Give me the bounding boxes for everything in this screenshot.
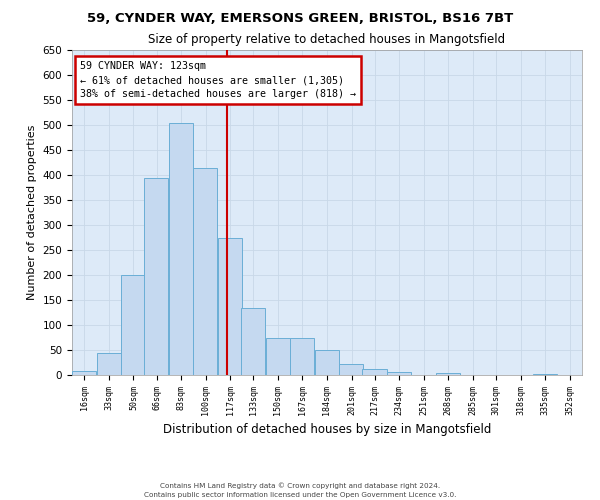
Text: Contains HM Land Registry data © Crown copyright and database right 2024.
Contai: Contains HM Land Registry data © Crown c… bbox=[144, 482, 456, 498]
Bar bbox=[241, 308, 265, 375]
Bar bbox=[290, 338, 314, 375]
Bar bbox=[387, 372, 411, 375]
Bar bbox=[169, 122, 193, 375]
X-axis label: Distribution of detached houses by size in Mangotsfield: Distribution of detached houses by size … bbox=[163, 423, 491, 436]
Bar bbox=[72, 371, 96, 375]
Bar bbox=[193, 168, 217, 375]
Bar bbox=[218, 238, 242, 375]
Text: 59 CYNDER WAY: 123sqm
← 61% of detached houses are smaller (1,305)
38% of semi-d: 59 CYNDER WAY: 123sqm ← 61% of detached … bbox=[80, 62, 356, 100]
Title: Size of property relative to detached houses in Mangotsfield: Size of property relative to detached ho… bbox=[148, 33, 506, 46]
Bar bbox=[266, 338, 290, 375]
Bar bbox=[362, 369, 386, 375]
Bar bbox=[121, 275, 145, 375]
Bar bbox=[436, 372, 460, 375]
Y-axis label: Number of detached properties: Number of detached properties bbox=[27, 125, 37, 300]
Bar bbox=[97, 352, 121, 375]
Bar bbox=[533, 374, 557, 375]
Text: 59, CYNDER WAY, EMERSONS GREEN, BRISTOL, BS16 7BT: 59, CYNDER WAY, EMERSONS GREEN, BRISTOL,… bbox=[87, 12, 513, 26]
Bar bbox=[339, 364, 364, 375]
Bar bbox=[144, 178, 169, 375]
Bar bbox=[315, 350, 339, 375]
